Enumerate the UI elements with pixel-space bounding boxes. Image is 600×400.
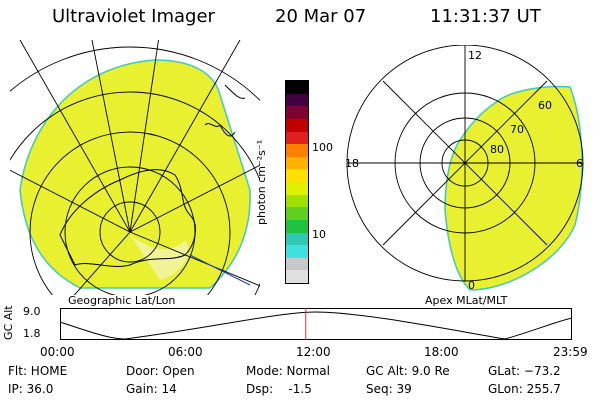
mlt-12-label: 12 bbox=[468, 49, 482, 62]
mlat-70-label: 70 bbox=[510, 123, 524, 136]
altitude-curve bbox=[60, 311, 572, 340]
colorbar-band bbox=[286, 257, 308, 271]
colorbar-band bbox=[286, 245, 308, 258]
colorbar-band bbox=[286, 270, 308, 283]
low-intensity-patch bbox=[130, 235, 189, 280]
time-label: 11:31:37 UT bbox=[430, 6, 541, 27]
glon-status: GLon: 255.7 bbox=[488, 382, 561, 396]
colorbar-band bbox=[286, 106, 308, 119]
flt-status: Flt: HOME bbox=[8, 364, 68, 378]
magnetic-polar-plot: 12 18 6 0 60 70 80 bbox=[345, 45, 584, 292]
magnetic-caption: Apex MLat/MLT bbox=[425, 294, 508, 307]
app-title: Ultraviolet Imager bbox=[52, 6, 215, 27]
colorbar-band bbox=[286, 156, 308, 170]
mlt-0-label: 0 bbox=[468, 279, 475, 292]
colorbar-band bbox=[286, 232, 308, 246]
aurora-oval-magnetic bbox=[444, 85, 583, 291]
colorbar-band bbox=[286, 93, 308, 107]
mlt-6-label: 6 bbox=[576, 157, 583, 170]
colorbar bbox=[285, 80, 309, 284]
dsp-status: Dsp: -1.5 bbox=[246, 382, 312, 396]
mlat-grid bbox=[346, 45, 584, 282]
ip-status: IP: 36.0 bbox=[8, 382, 54, 396]
xtick-0000: 00:00 bbox=[40, 345, 75, 359]
geographic-map bbox=[10, 40, 260, 295]
geographic-caption: Geographic Lat/Lon bbox=[68, 294, 176, 307]
colorbar-band bbox=[286, 144, 308, 157]
colorbar-band bbox=[286, 194, 308, 208]
altitude-ylabel: GC Alt bbox=[2, 305, 15, 340]
mlat-60-label: 60 bbox=[538, 99, 552, 112]
colorbar-band bbox=[286, 219, 308, 233]
colorbar-band bbox=[286, 182, 308, 195]
xtick-1800: 18:00 bbox=[424, 345, 459, 359]
gcalt-status: GC Alt: 9.0 Re bbox=[366, 364, 450, 378]
colorbar-band bbox=[286, 118, 308, 132]
colorbar-band bbox=[286, 207, 308, 220]
altitude-ytick-bottom: 1.8 bbox=[23, 327, 41, 340]
seq-status: Seq: 39 bbox=[366, 382, 412, 396]
colorbar-band bbox=[286, 131, 308, 145]
mlt-18-label: 18 bbox=[345, 157, 359, 170]
colorbar-band bbox=[286, 81, 308, 94]
colorbar-tick-100: 100 bbox=[312, 141, 333, 154]
altitude-ytick-top: 9.0 bbox=[23, 305, 41, 318]
glat-status: GLat: −73.2 bbox=[488, 364, 561, 378]
terminator-line bbox=[189, 254, 251, 286]
antarctica-coastline bbox=[59, 169, 196, 267]
mlat-80-label: 80 bbox=[490, 143, 504, 156]
coastline-fragment bbox=[204, 123, 236, 137]
colorbar-unit-label: photon cm⁻²s⁻¹ bbox=[255, 139, 268, 225]
altitude-plot bbox=[60, 308, 572, 340]
mode-status: Mode: Normal bbox=[246, 364, 330, 378]
colorbar-band bbox=[286, 169, 308, 182]
door-status: Door: Open bbox=[126, 364, 195, 378]
date-label: 20 Mar 07 bbox=[275, 6, 367, 27]
xtick-0600: 06:00 bbox=[168, 345, 203, 359]
gain-status: Gain: 14 bbox=[126, 382, 177, 396]
colorbar-tick-10: 10 bbox=[312, 228, 326, 241]
xtick-2359: 23:59 bbox=[553, 345, 588, 359]
xtick-1200: 12:00 bbox=[296, 345, 331, 359]
